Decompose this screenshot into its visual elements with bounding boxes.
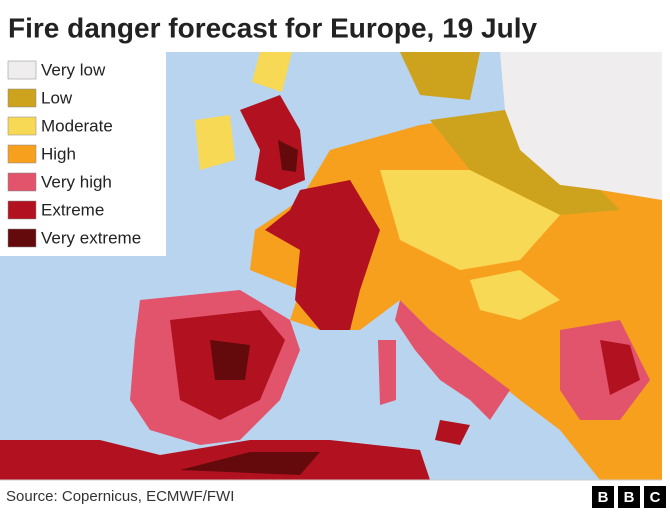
- logo-letter: B: [624, 489, 635, 506]
- logo-box: [644, 486, 666, 508]
- legend-label: Very extreme: [41, 228, 141, 247]
- legend-label: High: [41, 144, 76, 163]
- legend-label: Extreme: [41, 200, 104, 219]
- land: [0, 52, 662, 480]
- land-region: [500, 52, 662, 200]
- legend-swatch: [7, 116, 37, 136]
- land-region: [278, 140, 298, 172]
- logo-box: [618, 486, 640, 508]
- title: Fire danger forecast for Europe, 19 July: [8, 12, 537, 43]
- land-region: [600, 340, 640, 395]
- land-region: [380, 170, 560, 270]
- legend: Very low Low Moderate High Very high Extreme V…: [0, 52, 166, 256]
- land-region: [180, 452, 320, 475]
- legend-swatch: [7, 88, 37, 108]
- land-region: [435, 420, 470, 445]
- legend-swatch: [7, 60, 37, 80]
- land-region: [210, 340, 250, 380]
- legend-swatch: [7, 228, 37, 248]
- land-region: [378, 340, 396, 405]
- logo-letter: B: [598, 489, 609, 506]
- land-region: [400, 52, 480, 100]
- legend-label: Moderate: [41, 116, 113, 135]
- legend-swatch: [7, 144, 37, 164]
- land-region: [395, 300, 510, 420]
- source: Source: Copernicus, ECMWF/FWI: [6, 488, 234, 505]
- legend-swatch: [7, 200, 37, 220]
- legend-label: Low: [41, 88, 73, 107]
- land-region: [195, 115, 235, 170]
- legend-label: Very high: [41, 172, 112, 191]
- land-region: [470, 270, 560, 320]
- land-region: [430, 110, 620, 215]
- logo-letter: C: [650, 489, 661, 506]
- logo-box: [592, 486, 614, 508]
- land-region: [265, 180, 380, 330]
- land-region: [252, 52, 292, 92]
- legend-swatch: [7, 172, 37, 192]
- legend-label: Very low: [41, 60, 106, 79]
- land-region: [0, 440, 430, 480]
